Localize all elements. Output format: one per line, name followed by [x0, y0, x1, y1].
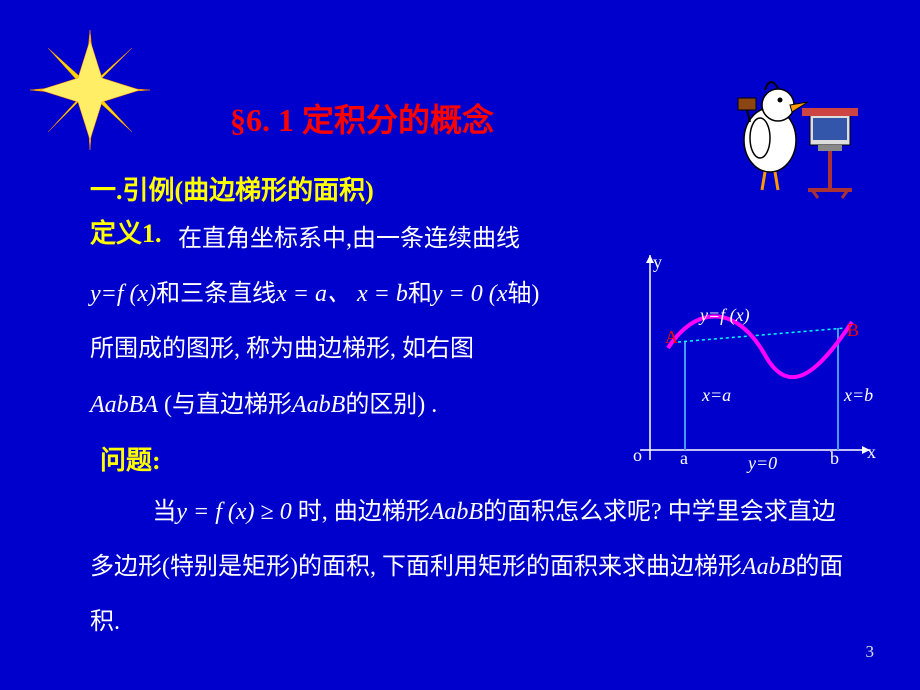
problem-text: 当y = f (x) ≥ 0 时, 曲边梯形AabB的面积怎么求呢? 中学里会求… — [90, 485, 850, 651]
point-A-label: A — [665, 327, 678, 348]
page-number: 3 — [866, 642, 875, 662]
xb-label: x=b — [844, 385, 873, 406]
duck-clipart — [720, 60, 860, 200]
a-tick-label: a — [680, 448, 688, 469]
point-B-label: B — [847, 320, 859, 341]
b-tick-label: b — [830, 448, 839, 469]
curve-label: y=f (x) — [700, 305, 750, 326]
y-axis-label: y — [653, 252, 662, 273]
y0-label: y=0 — [748, 453, 777, 474]
star-decoration — [30, 30, 150, 150]
x-axis-label: x — [867, 442, 876, 463]
curvilinear-trapezoid-diagram: y x o a b A B y=f (x) x=a x=b y=0 — [620, 250, 890, 470]
section-header: 一.引例(曲边梯形的面积) — [90, 170, 374, 207]
origin-label: o — [633, 445, 642, 466]
slide-title: §6. 1 定积分的概念 — [230, 95, 494, 141]
problem-label: 问题: — [100, 440, 161, 477]
xa-label: x=a — [702, 385, 731, 406]
definition-body: 在直角坐标系中,由一条连续曲线 y=f (x)和三条直线x = a、 x = b… — [90, 212, 630, 433]
